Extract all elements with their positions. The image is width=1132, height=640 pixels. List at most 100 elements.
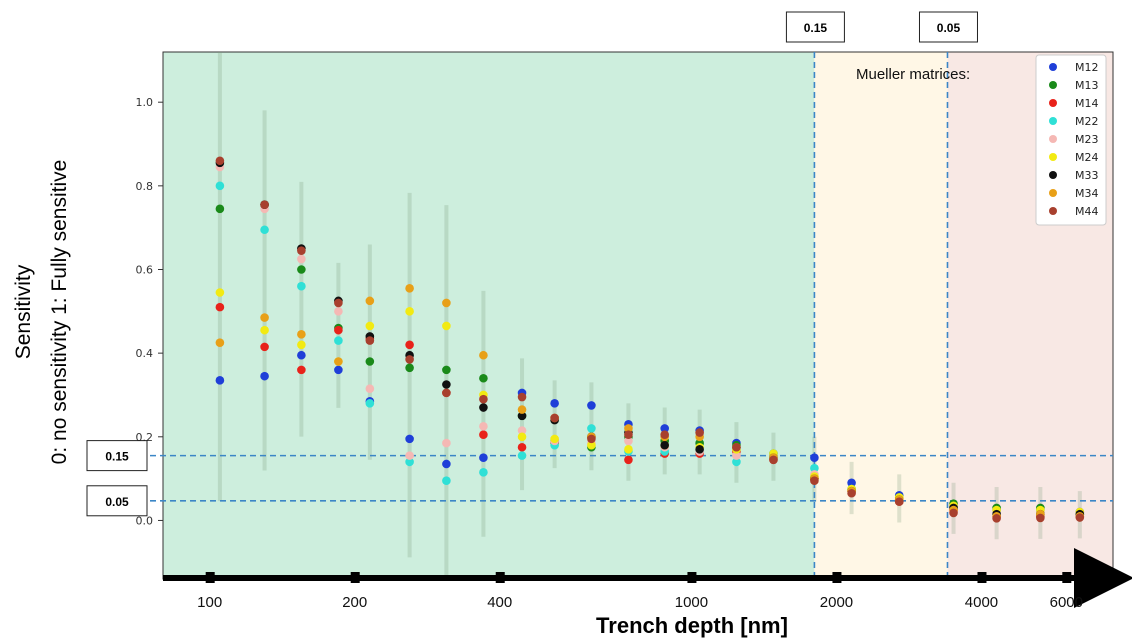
data-point (810, 453, 819, 463)
x-tick-label: 1000 (675, 594, 708, 611)
data-point (624, 424, 633, 433)
data-point (442, 388, 451, 398)
data-point (587, 434, 596, 444)
data-point (297, 254, 306, 264)
legend-marker (1049, 81, 1057, 89)
y-axis-ticks: 0.00.20.40.60.81.0 (136, 96, 163, 527)
legend: M12 M13 M14 M22 M23 M24 M33 M34 M44 (1035, 54, 1107, 226)
legend-label: M12 (1075, 61, 1099, 74)
horizontal-threshold-label: 0.05 (105, 495, 129, 509)
data-point (365, 384, 375, 393)
data-point (949, 508, 958, 518)
data-point (732, 451, 741, 460)
y-tick-label: 0.4 (136, 347, 154, 360)
data-point (297, 246, 306, 255)
series-M44 (215, 156, 1085, 523)
data-point (442, 438, 451, 448)
data-point (215, 288, 225, 297)
data-point (365, 321, 375, 331)
legend-marker (1049, 153, 1057, 161)
x-tick-label: 100 (197, 594, 222, 611)
data-point (517, 405, 527, 414)
data-point (479, 373, 488, 383)
y-tick-label: 0.6 (136, 263, 154, 276)
data-point (587, 401, 596, 410)
legend-label: M44 (1075, 205, 1099, 218)
data-point (297, 265, 306, 274)
data-point (297, 365, 306, 375)
data-point (660, 424, 669, 433)
vertical-threshold-label: 0.15 (804, 21, 828, 35)
y-tick-label: 1.0 (136, 96, 154, 109)
data-point (405, 434, 414, 444)
data-point (847, 488, 856, 498)
legend-marker (1049, 135, 1057, 143)
data-point (587, 424, 596, 433)
legend-label: M23 (1075, 133, 1099, 146)
x-axis-ticks: 100 200 400 1000 2000 4000 6000 (197, 572, 1083, 611)
data-point (624, 455, 633, 465)
data-point (334, 365, 343, 375)
x-tick-mark (1062, 572, 1072, 583)
data-point (732, 457, 741, 467)
data-point (405, 307, 414, 316)
legend-label: M22 (1075, 115, 1099, 128)
data-point (695, 428, 704, 437)
data-point (1036, 513, 1045, 523)
data-point (442, 476, 451, 486)
data-point (517, 392, 527, 402)
data-point (260, 342, 269, 352)
y-axis-label-line2: 0: no sensitivity 1: Fully sensitive (48, 160, 71, 465)
x-tick-label: 400 (487, 594, 512, 611)
data-point (624, 430, 633, 440)
data-point (260, 200, 269, 209)
data-point (260, 225, 269, 235)
data-point (479, 468, 488, 477)
data-point (334, 298, 343, 308)
horizontal-threshold-box (86, 485, 148, 517)
data-point (624, 445, 633, 454)
data-point (732, 442, 741, 452)
data-point (405, 451, 414, 460)
data-point (479, 394, 488, 404)
data-point (992, 514, 1001, 523)
data-point (587, 440, 596, 450)
data-point (442, 321, 451, 331)
legend-label: M14 (1075, 97, 1099, 110)
data-point (442, 380, 451, 389)
data-point (847, 478, 856, 488)
data-point (769, 455, 778, 465)
x-tick-label: 6000 (1050, 594, 1083, 611)
horizontal-threshold-box (86, 440, 148, 472)
data-point (517, 411, 527, 421)
data-point (334, 307, 343, 316)
data-point (405, 340, 414, 350)
data-point (479, 430, 488, 440)
legend-marker (1049, 99, 1057, 107)
data-point (215, 302, 225, 312)
data-point (215, 181, 225, 191)
data-point (442, 298, 451, 308)
data-point (334, 325, 343, 335)
legend-label: M34 (1075, 187, 1099, 200)
x-tick-mark (495, 572, 505, 583)
legend-marker (1049, 171, 1057, 179)
data-point (550, 434, 559, 444)
y-tick-label: 0.8 (136, 180, 154, 193)
legend-label: M24 (1075, 151, 1099, 164)
data-point (442, 365, 451, 375)
data-point (365, 296, 375, 306)
data-point (334, 357, 343, 366)
data-point (297, 281, 306, 291)
data-point (297, 350, 306, 360)
data-point (260, 313, 269, 322)
data-point (810, 476, 819, 486)
x-tick-mark (832, 572, 842, 583)
y-tick-label: 0.0 (136, 514, 154, 527)
data-point (810, 463, 819, 473)
data-point (550, 413, 559, 423)
data-point (695, 445, 704, 454)
x-tick-mark (205, 572, 215, 583)
x-tick-label: 4000 (965, 594, 998, 611)
